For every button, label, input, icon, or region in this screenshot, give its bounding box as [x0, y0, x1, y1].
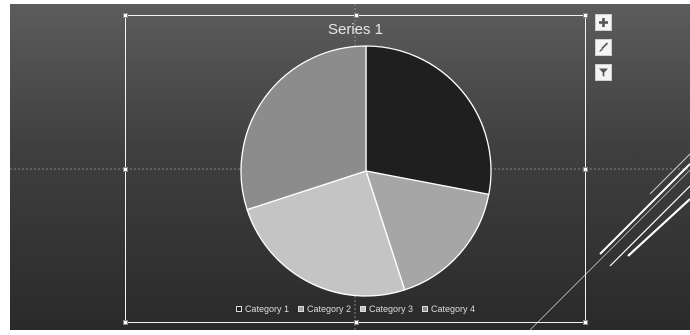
pie-slice-4[interactable] [240, 45, 367, 211]
legend-label: Category 2 [306, 304, 351, 314]
chart-legend[interactable]: Category 1 Category 2 Category 3 Category 4 [126, 304, 585, 314]
chart-title[interactable]: Series 1 [327, 21, 384, 38]
legend-swatch [235, 306, 242, 312]
brush-icon [599, 42, 609, 52]
plus-icon [599, 18, 608, 27]
legend-label: Category 3 [369, 304, 414, 314]
legend-item[interactable]: Category 2 [297, 304, 351, 314]
resize-handle-left[interactable] [123, 167, 128, 172]
pie-slice-1[interactable] [365, 45, 492, 196]
resize-handle-bottom-left[interactable] [123, 320, 128, 325]
resize-handle-top-left[interactable] [123, 13, 128, 18]
legend-swatch [422, 306, 429, 312]
chart-styles-button[interactable] [595, 39, 612, 56]
legend-swatch [297, 306, 304, 312]
resize-handle-top-right[interactable] [583, 13, 588, 18]
chart-filters-button[interactable] [595, 64, 612, 81]
legend-label: Category 4 [431, 304, 476, 314]
pie-chart[interactable] [126, 16, 587, 324]
filter-icon [599, 68, 608, 77]
legend-item[interactable]: Category 3 [360, 304, 413, 314]
pie-slice-2[interactable] [365, 170, 490, 291]
legend-item[interactable]: Category 1 [235, 304, 289, 314]
resize-handle-right[interactable] [583, 167, 588, 172]
resize-handle-bottom[interactable] [354, 320, 359, 325]
resize-handle-top[interactable] [354, 13, 359, 18]
pie-slice-3[interactable] [246, 170, 406, 297]
legend-item[interactable]: Category 4 [422, 304, 475, 314]
legend-label: Category 1 [244, 304, 289, 314]
chart-elements-button[interactable] [595, 14, 612, 31]
legend-swatch [360, 306, 366, 312]
resize-handle-bottom-right[interactable] [583, 320, 588, 325]
